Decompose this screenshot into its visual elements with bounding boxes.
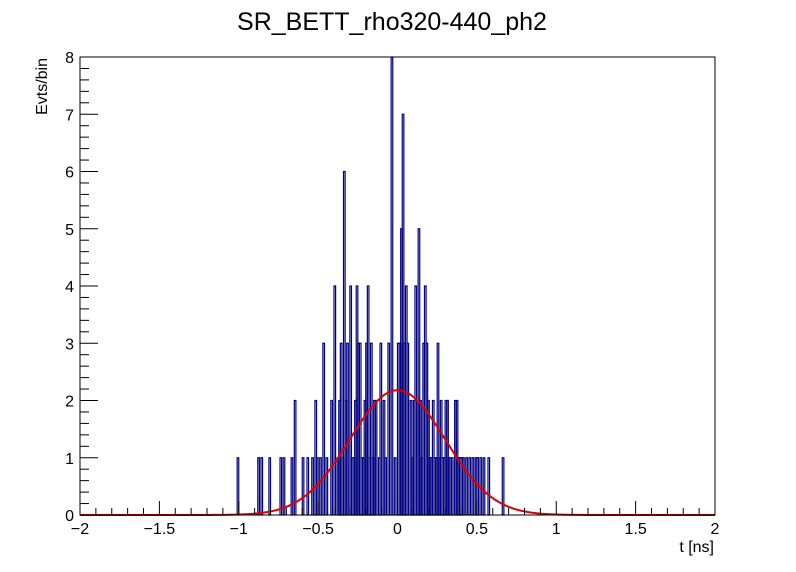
y-tick-label: 7 — [65, 107, 74, 124]
y-tick-label: 4 — [65, 279, 74, 296]
y-tick-label: 3 — [65, 336, 74, 353]
x-tick-label: 0 — [393, 521, 402, 538]
x-tick-label: −0.5 — [302, 521, 334, 538]
y-tick-label: 8 — [65, 50, 74, 67]
chart-title: SR_BETT_rho320-440_ph2 — [237, 8, 547, 36]
x-tick-label: −1.5 — [144, 521, 176, 538]
plot-frame — [79, 56, 716, 516]
y-tick-label: 0 — [65, 508, 74, 525]
x-tick-label: 1 — [552, 521, 561, 538]
y-tick-label: 2 — [65, 394, 74, 411]
x-tick-label: 1.5 — [625, 521, 647, 538]
x-tick-label: −2 — [71, 521, 89, 538]
x-tick-label: −1 — [230, 521, 248, 538]
y-tick-label: 6 — [65, 165, 74, 182]
x-tick-label: 0.5 — [466, 521, 488, 538]
y-tick-label: 1 — [65, 451, 74, 468]
y-tick-label: 5 — [65, 222, 74, 239]
x-axis-title: t [ns] — [679, 539, 714, 556]
y-axis-title: Evts/bin — [34, 58, 51, 115]
x-tick-label: 2 — [711, 521, 720, 538]
